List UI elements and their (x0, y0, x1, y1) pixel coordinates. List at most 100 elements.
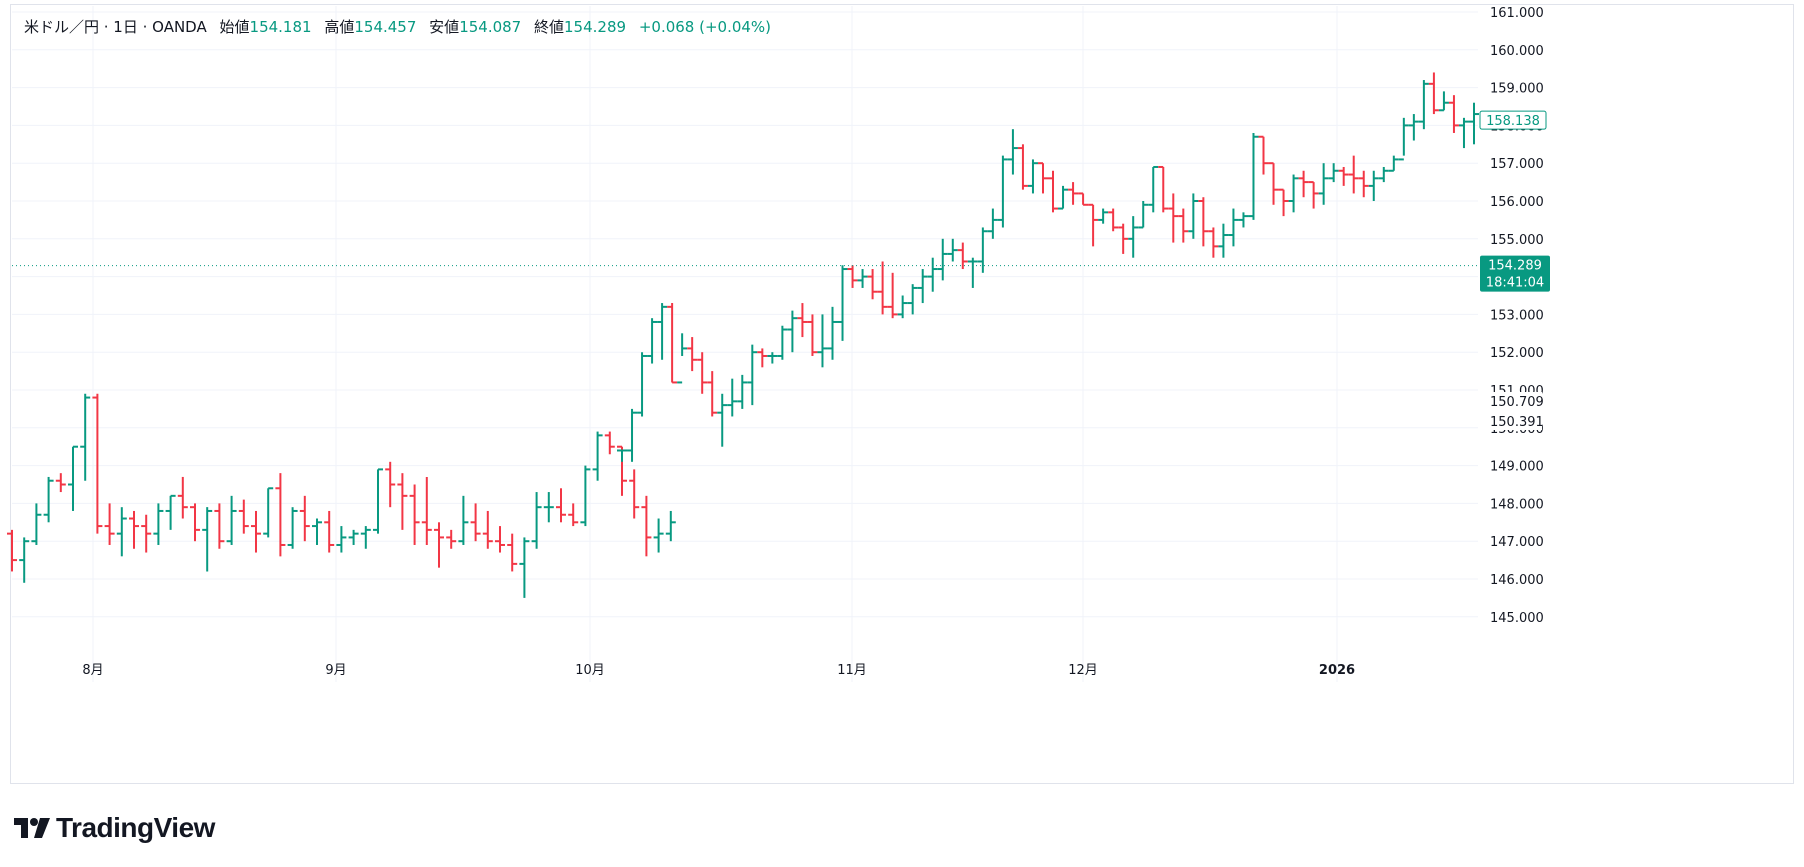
axis-marker-label: 150.709 (1490, 395, 1544, 410)
ohlc-bar (647, 318, 658, 364)
ohlc-bar (687, 337, 698, 372)
y-tick-label: 146.000 (1490, 573, 1544, 588)
ohlc-bar (1298, 170, 1309, 198)
ohlc-bar (312, 518, 322, 545)
ohlc-bar (1318, 163, 1329, 205)
tradingview-brand: TradingView (56, 812, 215, 843)
ohlc-bar (1158, 165, 1169, 213)
ohlc-bar (1058, 185, 1069, 210)
marker-price-value: 158.138 (1486, 114, 1540, 129)
y-tick-label: 156.000 (1490, 195, 1544, 210)
ohlc-bar (519, 537, 530, 598)
ohlc-bar (446, 529, 457, 549)
close-value: 154.289 (564, 18, 627, 36)
open-value: 154.181 (249, 18, 312, 36)
ohlc-bar (977, 227, 988, 273)
ohlc-bar (556, 488, 566, 523)
ohlc-bar (336, 526, 347, 553)
ohlc-bar (80, 393, 91, 481)
x-tick-label: 12月 (1068, 663, 1098, 678)
ohlc-bar (1469, 102, 1479, 145)
ohlc-bar (458, 495, 469, 545)
ohlc-bar (348, 529, 359, 545)
ohlc-bar (592, 431, 603, 481)
ohlc-bar (657, 303, 668, 360)
ohlc-bar (1448, 95, 1459, 133)
ohlc-bar (190, 503, 200, 542)
low-value: 154.087 (459, 18, 522, 36)
ohlc-bar (360, 526, 371, 549)
ohlc-bar (1458, 117, 1469, 149)
ohlc-bar (827, 306, 838, 360)
ohlc-bar (867, 269, 878, 300)
ohlc-bar (1328, 163, 1339, 183)
ohlc-bar (1308, 181, 1319, 209)
ohlc-bar (1148, 165, 1159, 213)
ohlc-bar (287, 507, 298, 549)
y-tick-label: 155.000 (1490, 233, 1544, 248)
ohlc-bar (877, 261, 888, 315)
ohlc-bar (1128, 216, 1139, 258)
ohlc-bar (1218, 223, 1229, 258)
ohlc-bar (637, 352, 648, 417)
ohlc-bar (667, 303, 678, 384)
ohlc-bar (543, 492, 554, 523)
ohlc-bar (1258, 135, 1269, 175)
x-tick-label: 8月 (82, 663, 103, 678)
ohlc-bar (421, 476, 432, 545)
ohlc-bar (937, 238, 948, 281)
ohlc-bar (1248, 132, 1259, 220)
axis-marker-bg (1482, 392, 1542, 410)
close-label: 終値 (534, 18, 565, 36)
ohlc-bar (1398, 117, 1409, 161)
x-tick-label: 11月 (837, 663, 867, 678)
axis-marker-bg (1482, 412, 1542, 430)
ohlc-bar (373, 468, 383, 534)
ohlc-bar (324, 510, 335, 553)
ohlc-bar (1068, 182, 1079, 205)
ohlc-bar (604, 431, 615, 455)
y-tick-label: 153.000 (1490, 308, 1544, 323)
x-tick-label: 10月 (575, 663, 605, 678)
ohlc-bar (1428, 72, 1439, 115)
ohlc-bar (677, 333, 688, 384)
ohlc-bar (1118, 223, 1129, 254)
ohlc-bar (1108, 208, 1119, 232)
ohlc-bar (797, 303, 808, 338)
tradingview-logo-icon (14, 818, 50, 838)
ohlc-bar (251, 510, 261, 553)
ohlc-bar (165, 494, 176, 530)
symbol-name[interactable]: 米ドル／円 · 1日 · OANDA (24, 18, 207, 36)
ohlc-bar (997, 155, 1008, 228)
ohlc-bar (1208, 227, 1219, 258)
high-label: 高値 (324, 18, 355, 36)
ohlc-bar (31, 503, 42, 545)
ohlc-bar (177, 476, 188, 519)
ohlc-bar (847, 265, 858, 288)
ohlc-bar (104, 503, 115, 545)
ohlc-bar (1017, 144, 1028, 190)
ohlc-bar (7, 529, 17, 572)
ohlc-bar (697, 352, 708, 394)
ohlc-bar (580, 465, 591, 527)
ohlc-bar (1027, 159, 1038, 194)
chart-area[interactable] (10, 4, 1794, 784)
ohlc-bar (777, 325, 788, 360)
ohlc-bar (495, 526, 505, 553)
ohlc-bar (397, 473, 408, 530)
ohlc-bar (1198, 197, 1209, 247)
tradingview-logo[interactable]: TradingView (14, 812, 215, 844)
ohlc-bar (987, 208, 998, 239)
ohlc-bar (787, 310, 798, 353)
ohlc-bar (917, 269, 928, 304)
ohlc-bar (470, 503, 481, 542)
ohlc-bar (857, 269, 868, 288)
ohlc-bar (627, 408, 638, 462)
ohlc-bar (275, 473, 286, 557)
ohlc-bar (1268, 162, 1279, 205)
ohlc-bar (653, 518, 664, 553)
ohlc-bar (707, 371, 718, 417)
ohlc-bar (727, 378, 738, 417)
ohlc-bar (1408, 114, 1419, 141)
